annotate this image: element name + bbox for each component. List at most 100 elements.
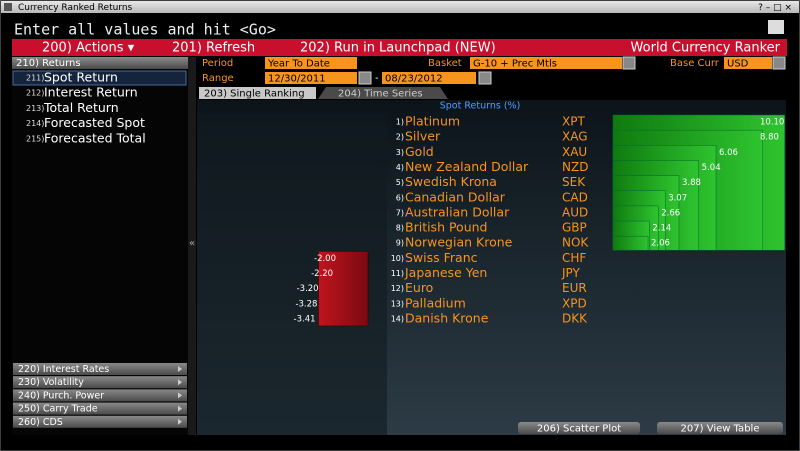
value-label: -3.20 <box>297 284 319 294</box>
expand-arrow <box>178 379 182 386</box>
expand-arrow <box>178 366 182 372</box>
currency-name: Silver <box>405 129 441 144</box>
window-controls[interactable]: ? – □ × <box>758 3 792 13</box>
action-label[interactable]: 207) View Table <box>681 424 760 435</box>
currency-name: Swedish Krona <box>405 174 497 189</box>
currency-name: New Zealand Dollar <box>405 159 529 174</box>
sidebar-item[interactable]: Spot Return <box>44 70 118 85</box>
form-label: Basket <box>428 58 462 69</box>
collapse-arrow[interactable]: « <box>189 238 195 249</box>
calendar-button[interactable] <box>622 56 636 70</box>
currency-name: Norwegian Krone <box>405 235 513 250</box>
menu-button[interactable]: 201) Refresh <box>172 41 255 56</box>
rank-number: 12) <box>391 284 404 293</box>
input-field[interactable] <box>382 72 476 84</box>
item-number[interactable]: 211) <box>26 74 44 83</box>
footer-label[interactable]: 220) Interest Rates <box>18 364 109 375</box>
input-field[interactable] <box>265 57 357 69</box>
currency-name: Danish Krone <box>405 310 489 325</box>
range-dash: - <box>375 73 379 84</box>
currency-name: Swiss Franc <box>405 250 478 265</box>
tab-label[interactable]: 204) Time Series <box>338 89 423 100</box>
splitter[interactable] <box>188 57 196 435</box>
value-label: -3.41 <box>294 314 316 324</box>
input-value[interactable]: 08/23/2012 <box>385 74 443 85</box>
rank-number: 3) <box>396 148 404 157</box>
negative-bar <box>318 251 369 327</box>
rank-number: 2) <box>396 133 404 142</box>
footer-label[interactable]: 260) CDS <box>18 417 63 428</box>
currency-code: NOK <box>562 236 589 250</box>
sidebar-item[interactable]: Forecasted Spot <box>44 115 145 130</box>
calendar-button[interactable] <box>478 71 492 85</box>
rank-number: 13) <box>391 299 404 308</box>
footer-label[interactable]: 230) Volatility <box>18 377 84 388</box>
currency-code: XPT <box>562 115 585 129</box>
item-number[interactable]: 213) <box>26 104 44 113</box>
footer-button[interactable] <box>13 402 187 415</box>
tab-active[interactable] <box>199 87 316 99</box>
item-number[interactable]: 212) <box>26 89 44 98</box>
input-field[interactable] <box>470 57 622 69</box>
item-number[interactable]: 214) <box>26 119 44 128</box>
currency-name: Palladium <box>405 295 466 310</box>
value-label: 10.10 <box>760 118 784 128</box>
action-button[interactable] <box>657 422 783 434</box>
input-value[interactable]: 12/30/2011 <box>268 74 326 85</box>
item-number[interactable]: 215) <box>26 134 44 143</box>
input-value[interactable]: Year To Date <box>267 59 330 70</box>
currency-code: NZD <box>562 160 588 174</box>
currency-code: DKK <box>562 311 588 325</box>
currency-code: XAU <box>562 145 587 159</box>
currency-code: SEK <box>562 175 586 189</box>
tab-inactive[interactable] <box>318 87 448 99</box>
input-value[interactable]: USD <box>727 59 749 70</box>
expand-arrow <box>178 405 182 412</box>
currency-name: British Pound <box>405 220 488 235</box>
input-field[interactable] <box>265 72 357 84</box>
value-label: -3.28 <box>295 299 317 309</box>
footer-button[interactable] <box>13 363 187 375</box>
currency-code: CAD <box>562 190 588 204</box>
footer-button[interactable] <box>13 389 187 402</box>
value-label: 2.66 <box>661 208 680 218</box>
value-label: 3.88 <box>682 178 701 188</box>
sidebar-header[interactable]: 210) Returns <box>16 58 81 69</box>
calendar-button[interactable] <box>358 71 372 85</box>
menu-button[interactable]: 200) Actions ▾ <box>42 41 135 56</box>
window-title: Currency Ranked Returns <box>18 3 133 13</box>
footer-button[interactable] <box>13 415 187 428</box>
action-button[interactable] <box>518 422 640 434</box>
sidebar-item[interactable]: Interest Return <box>44 85 138 100</box>
print-icon[interactable] <box>768 20 784 34</box>
menu-button[interactable]: 202) Run in Launchpad (NEW) <box>300 41 496 56</box>
title-bar <box>1 1 799 13</box>
input-field[interactable] <box>724 57 772 69</box>
currency-name: Canadian Dollar <box>405 189 506 204</box>
footer-label[interactable]: 250) Carry Trade <box>18 404 98 415</box>
expand-arrow <box>178 392 182 399</box>
form-label: Period <box>202 58 233 69</box>
footer-button[interactable] <box>13 376 187 389</box>
value-label: 6.06 <box>719 148 738 158</box>
window-icon <box>4 3 12 11</box>
selected-item[interactable] <box>12 70 187 86</box>
value-label: 8.80 <box>760 133 779 143</box>
expand-arrow <box>178 418 182 425</box>
currency-name: Gold <box>405 144 434 159</box>
rank-number: 5) <box>396 178 404 187</box>
action-label[interactable]: 206) Scatter Plot <box>537 424 621 435</box>
chart-title: Spot Returns (%) <box>440 101 521 112</box>
form-label: Base Curr <box>670 58 720 69</box>
value-label: -2.20 <box>311 269 333 279</box>
currency-name: Australian Dollar <box>405 204 510 219</box>
input-value[interactable]: G-10 + Prec Mtls <box>473 59 557 70</box>
currency-code: CHF <box>562 251 586 265</box>
calendar-button[interactable] <box>772 56 786 70</box>
sidebar-item[interactable]: Total Return <box>43 100 119 115</box>
value-label: 2.14 <box>652 224 671 234</box>
tab-label[interactable]: 203) Single Ranking <box>204 89 305 100</box>
sidebar-item[interactable]: Forecasted Total <box>44 130 146 145</box>
footer-label[interactable]: 240) Purch. Power <box>18 390 104 401</box>
